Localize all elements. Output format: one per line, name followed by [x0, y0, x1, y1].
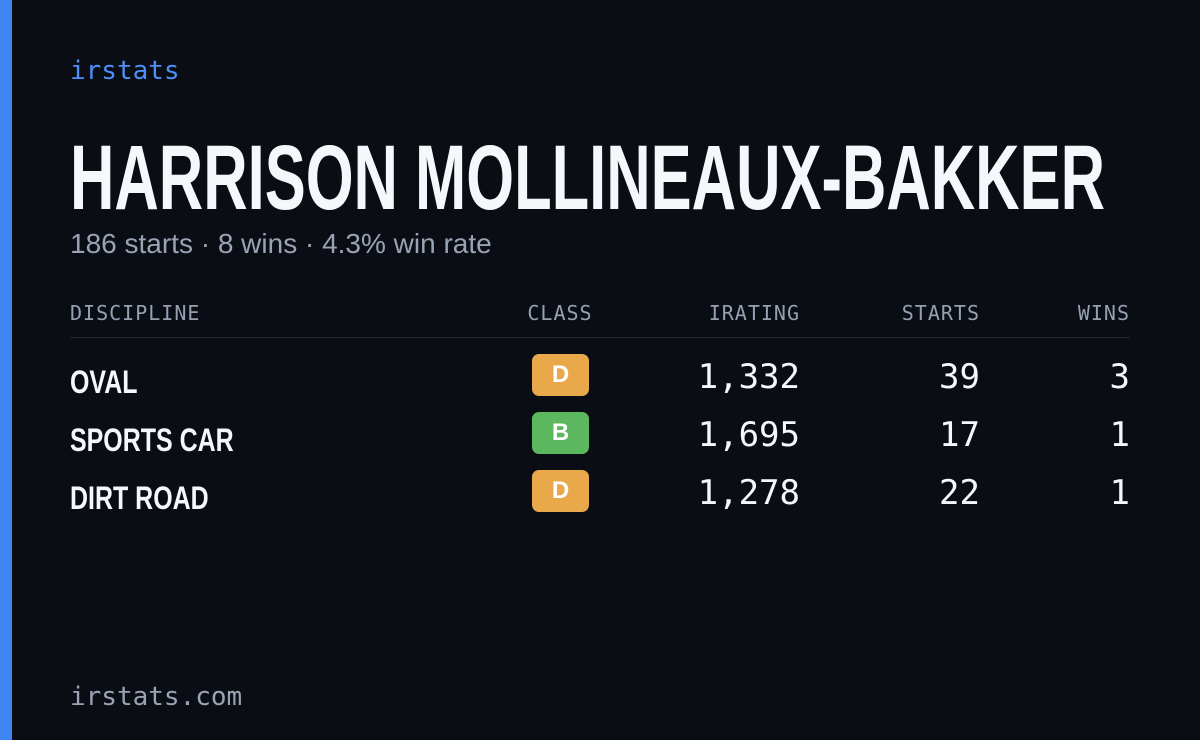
discipline: OVAL [70, 364, 138, 400]
irating: 1,695 [697, 415, 800, 455]
player-name: HARRISON MOLLINEAUX-BAKKER [70, 127, 1105, 229]
starts: 22 [939, 473, 980, 513]
column-header: WINS [1077, 301, 1130, 325]
divider [70, 337, 1130, 338]
wins: 1 [1109, 415, 1130, 455]
column-header: STARTS [901, 301, 980, 325]
starts: 17 [939, 415, 980, 455]
class-badge: B [532, 412, 589, 454]
column-header: IRATING [708, 301, 800, 325]
column-header: CLASS [527, 301, 593, 325]
player-summary: 186 starts · 8 wins · 4.3% win rate [70, 228, 492, 259]
irating: 1,332 [697, 357, 800, 397]
class-badge: D [532, 354, 589, 396]
discipline: DIRT ROAD [70, 480, 209, 516]
wins: 1 [1109, 473, 1130, 513]
brand: irstats [70, 56, 180, 86]
footer: irstats.com [70, 682, 243, 712]
wins: 3 [1109, 357, 1130, 397]
irating: 1,278 [697, 473, 800, 513]
accent-bar [0, 0, 12, 740]
column-header: DISCIPLINE [70, 301, 201, 325]
starts: 39 [939, 357, 980, 397]
discipline: SPORTS CAR [70, 422, 234, 458]
class-badge: D [532, 470, 589, 512]
